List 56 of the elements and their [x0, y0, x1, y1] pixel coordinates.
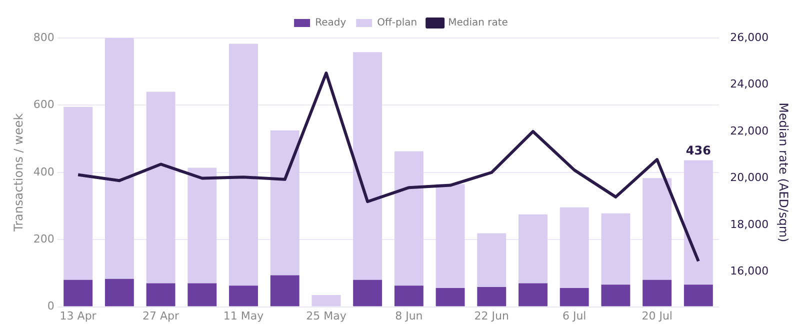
bar [394, 151, 424, 286]
bar [229, 286, 258, 306]
x-tick-label: 22 Jun [474, 309, 510, 322]
y2-tick-label: 22,000 [730, 124, 769, 138]
bar [229, 44, 258, 286]
y-tick-label: 600 [33, 98, 54, 112]
y-tick-label: 200 [33, 232, 54, 246]
bar [146, 92, 176, 284]
y2-tick-label: 26,000 [730, 30, 769, 44]
bar [188, 283, 217, 306]
y-tick-label: 0 [47, 300, 54, 313]
bar [642, 178, 672, 280]
bar [436, 184, 465, 288]
y2-tick-label: 18,000 [730, 218, 769, 231]
bar [104, 278, 134, 306]
bar [312, 295, 341, 306]
bar [188, 168, 217, 284]
bar [560, 207, 589, 288]
y-tick-label: 800 [33, 30, 54, 44]
bar [642, 280, 672, 306]
x-tick-label: 20 Jul [642, 309, 672, 322]
bar [394, 286, 424, 306]
x-tick-label: 13 Apr [60, 309, 97, 322]
bar [601, 213, 630, 285]
bar [560, 288, 589, 306]
legend-label: Ready [315, 18, 346, 29]
bar [477, 286, 506, 306]
bar [353, 52, 382, 280]
y2-tick-label: 20,000 [730, 171, 769, 184]
bar [104, 38, 134, 279]
bar [684, 160, 713, 285]
bar [518, 283, 548, 306]
bar [270, 275, 300, 306]
y-axis-title: Transactions / week [11, 113, 26, 232]
y-tick-label: 400 [33, 165, 54, 178]
y2-tick-label: 24,000 [730, 78, 769, 91]
bar [353, 280, 382, 306]
y2-tick-label: 16,000 [730, 264, 769, 278]
bar [684, 284, 713, 306]
bar [518, 214, 548, 284]
legend-label: Off-plan [377, 18, 418, 29]
bar [601, 284, 630, 306]
legend-label: Median rate [448, 18, 508, 29]
bar [436, 288, 465, 306]
x-tick-label: 25 May [306, 309, 347, 322]
bar [64, 280, 93, 306]
bar [477, 233, 506, 287]
y2-axis-title: Median rate (AED/sqm) [776, 102, 791, 242]
bar [64, 106, 93, 280]
bar [270, 130, 300, 276]
total-label: 436 [686, 143, 711, 158]
x-tick-label: 6 Jul [562, 309, 586, 322]
x-tick-label: 11 May [223, 309, 264, 322]
x-tick-label: 8 Jun [395, 309, 423, 322]
bar [146, 283, 176, 306]
x-tick-label: 27 Apr [142, 309, 180, 322]
